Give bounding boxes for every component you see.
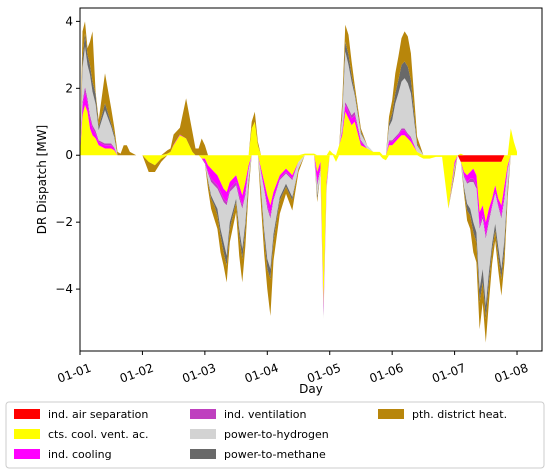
legend-swatch-power-to-methane	[190, 449, 216, 459]
legend-label-power-to-methane: power-to-methane	[224, 448, 326, 461]
area-cts-cool-vent-ac	[80, 105, 517, 155]
area-ind-cooling	[80, 92, 517, 156]
x-axis-ticks: 01-01 01-02 01-03 01-04 01-05 01-06 01-07 01-08	[55, 351, 530, 386]
x-tick-label: 01-06	[368, 361, 406, 386]
y-tick-label: −2	[55, 215, 73, 229]
y-axis-ticks: −4 −2 0 2 4	[55, 14, 80, 296]
area-ind-ventilation	[80, 87, 517, 156]
x-tick-label: 01-04	[243, 361, 281, 386]
legend-label-ind-air-separation: ind. air separation	[48, 408, 148, 421]
y-tick-label: 4	[65, 14, 73, 28]
area-cts-cool-vent-ac	[80, 155, 517, 306]
x-tick-label: 01-08	[492, 361, 530, 386]
legend-swatch-ind-ventilation	[190, 409, 216, 419]
area-pth-district-heat	[80, 21, 517, 155]
legend-swatch-pth-district-heat	[378, 409, 404, 419]
y-tick-label: 2	[65, 81, 73, 95]
area-power-to-methane	[80, 33, 517, 155]
legend-swatch-cts-cool-vent-ac	[14, 429, 40, 439]
legend-label-power-to-hydrogen: power-to-hydrogen	[224, 428, 329, 441]
x-tick-label: 01-02	[118, 361, 156, 386]
area-power-to-hydrogen	[80, 47, 517, 156]
legend-label-ind-ventilation: ind. ventilation	[224, 408, 307, 421]
y-tick-label: −4	[55, 282, 73, 296]
stacked-area-layer	[80, 21, 517, 342]
legend: ind. air separation cts. cool. vent. ac. i…	[6, 402, 544, 468]
x-tick-label: 01-03	[180, 361, 218, 386]
x-tick-label: 01-07	[430, 361, 468, 386]
legend-label-ind-cooling: ind. cooling	[48, 448, 112, 461]
y-tick-label: 0	[65, 148, 73, 162]
y-axis-label: DR Dispatch [MW]	[35, 125, 49, 235]
x-tick-label: 01-01	[55, 361, 93, 386]
legend-swatch-power-to-hydrogen	[190, 429, 216, 439]
legend-swatch-ind-cooling	[14, 449, 40, 459]
legend-label-cts-cool-vent-ac: cts. cool. vent. ac.	[48, 428, 148, 441]
legend-label-pth-district-heat: pth. district heat.	[412, 408, 507, 421]
legend-swatch-ind-air-separation	[14, 409, 40, 419]
x-axis-label: Day	[299, 382, 323, 396]
